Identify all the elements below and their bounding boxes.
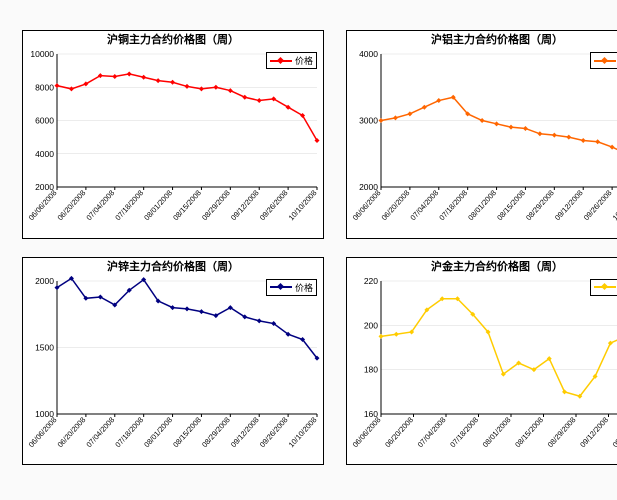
legend-copper: 价格 xyxy=(266,52,317,69)
svg-text:2000: 2000 xyxy=(35,276,54,286)
title-aluminum: 沪铝主力合约价格图（周） xyxy=(347,31,617,48)
title-gold: 沪金主力合约价格图（周） xyxy=(347,258,617,275)
svg-text:8000: 8000 xyxy=(35,82,54,92)
svg-text:08/29/2008: 08/29/2008 xyxy=(524,188,556,222)
svg-text:09/12/2008: 09/12/2008 xyxy=(229,415,261,449)
svg-text:06/20/2008: 06/20/2008 xyxy=(383,415,415,449)
svg-text:200: 200 xyxy=(364,320,378,330)
svg-text:07/18/2008: 07/18/2008 xyxy=(113,188,145,222)
legend-gold: 价格 xyxy=(590,279,617,296)
svg-text:09/26/2008: 09/26/2008 xyxy=(258,415,290,449)
svg-text:09/26/2008: 09/26/2008 xyxy=(258,188,290,222)
legend-label-zinc: 价格 xyxy=(295,281,313,294)
svg-gold: 16018020022006/06/200806/20/200807/04/20… xyxy=(347,275,617,464)
svg-text:06/20/2008: 06/20/2008 xyxy=(56,188,88,222)
svg-text:07/18/2008: 07/18/2008 xyxy=(448,415,480,449)
svg-text:06/06/2008: 06/06/2008 xyxy=(27,415,59,449)
svg-text:4000: 4000 xyxy=(359,49,378,59)
chart-aluminum: 价格 20003000400006/06/200806/20/200807/04… xyxy=(347,48,617,237)
svg-text:08/01/2008: 08/01/2008 xyxy=(481,415,513,449)
legend-swatch-gold xyxy=(594,286,616,288)
svg-text:07/18/2008: 07/18/2008 xyxy=(437,188,469,222)
panel-gold: 沪金主力合约价格图（周） 价格 16018020022006/06/200806… xyxy=(346,257,617,466)
svg-text:06/20/2008: 06/20/2008 xyxy=(380,188,412,222)
svg-text:07/04/2008: 07/04/2008 xyxy=(416,415,448,449)
svg-text:09/12/2008: 09/12/2008 xyxy=(229,188,261,222)
svg-text:07/04/2008: 07/04/2008 xyxy=(408,188,440,222)
svg-copper: 20004000600080001000006/06/200806/20/200… xyxy=(23,48,323,237)
chart-zinc: 价格 10001500200006/06/200806/20/200807/04… xyxy=(23,275,323,464)
svg-text:06/06/2008: 06/06/2008 xyxy=(27,188,59,222)
svg-text:10000: 10000 xyxy=(30,49,54,59)
svg-text:08/29/2008: 08/29/2008 xyxy=(200,188,232,222)
svg-text:08/15/2008: 08/15/2008 xyxy=(495,188,527,222)
svg-text:08/15/2008: 08/15/2008 xyxy=(171,415,203,449)
svg-text:09/12/2008: 09/12/2008 xyxy=(553,188,585,222)
svg-text:09/26/2008: 09/26/2008 xyxy=(582,188,614,222)
svg-text:09/26/2008: 09/26/2008 xyxy=(611,415,617,449)
title-zinc: 沪锌主力合约价格图（周） xyxy=(23,258,323,275)
chart-gold: 价格 16018020022006/06/200806/20/200807/04… xyxy=(347,275,617,464)
svg-text:07/04/2008: 07/04/2008 xyxy=(84,188,116,222)
legend-swatch-copper xyxy=(270,60,292,62)
svg-text:09/12/2008: 09/12/2008 xyxy=(578,415,610,449)
svg-text:1500: 1500 xyxy=(35,342,54,352)
svg-text:06/06/2008: 06/06/2008 xyxy=(351,415,383,449)
title-copper: 沪铜主力合约价格图（周） xyxy=(23,31,323,48)
svg-text:08/15/2008: 08/15/2008 xyxy=(513,415,545,449)
svg-aluminum: 20003000400006/06/200806/20/200807/04/20… xyxy=(347,48,617,237)
legend-aluminum: 价格 xyxy=(590,52,617,69)
svg-text:220: 220 xyxy=(364,276,378,286)
legend-label-copper: 价格 xyxy=(295,54,313,67)
legend-swatch-zinc xyxy=(270,286,292,288)
svg-text:06/06/2008: 06/06/2008 xyxy=(351,188,383,222)
svg-text:08/29/2008: 08/29/2008 xyxy=(546,415,578,449)
panel-copper: 沪铜主力合约价格图（周） 价格 20004000600080001000006/… xyxy=(22,30,324,239)
panel-aluminum: 沪铝主力合约价格图（周） 价格 20003000400006/06/200806… xyxy=(346,30,617,239)
panel-zinc: 沪锌主力合约价格图（周） 价格 10001500200006/06/200806… xyxy=(22,257,324,466)
svg-text:08/01/2008: 08/01/2008 xyxy=(142,415,174,449)
chart-copper: 价格 20004000600080001000006/06/200806/20/… xyxy=(23,48,323,237)
svg-text:4000: 4000 xyxy=(35,149,54,159)
svg-text:180: 180 xyxy=(364,364,378,374)
svg-text:6000: 6000 xyxy=(35,116,54,126)
svg-text:08/29/2008: 08/29/2008 xyxy=(200,415,232,449)
svg-text:08/01/2008: 08/01/2008 xyxy=(466,188,498,222)
svg-text:08/15/2008: 08/15/2008 xyxy=(171,188,203,222)
svg-text:10/10/2008: 10/10/2008 xyxy=(287,188,319,222)
chart-grid: 沪铜主力合约价格图（周） 价格 2000 4000 6000 8000 10000 06/… xyxy=(0,0,617,500)
svg-text:08/01/2008: 08/01/2008 xyxy=(142,188,174,222)
svg-text:3000: 3000 xyxy=(359,116,378,126)
svg-zinc: 10001500200006/06/200806/20/200807/04/20… xyxy=(23,275,323,464)
svg-text:10/10/2008: 10/10/2008 xyxy=(287,415,319,449)
svg-text:07/04/2008: 07/04/2008 xyxy=(84,415,116,449)
legend-swatch-aluminum xyxy=(594,60,616,62)
svg-text:07/18/2008: 07/18/2008 xyxy=(113,415,145,449)
legend-zinc: 价格 xyxy=(266,279,317,296)
svg-text:06/20/2008: 06/20/2008 xyxy=(56,415,88,449)
